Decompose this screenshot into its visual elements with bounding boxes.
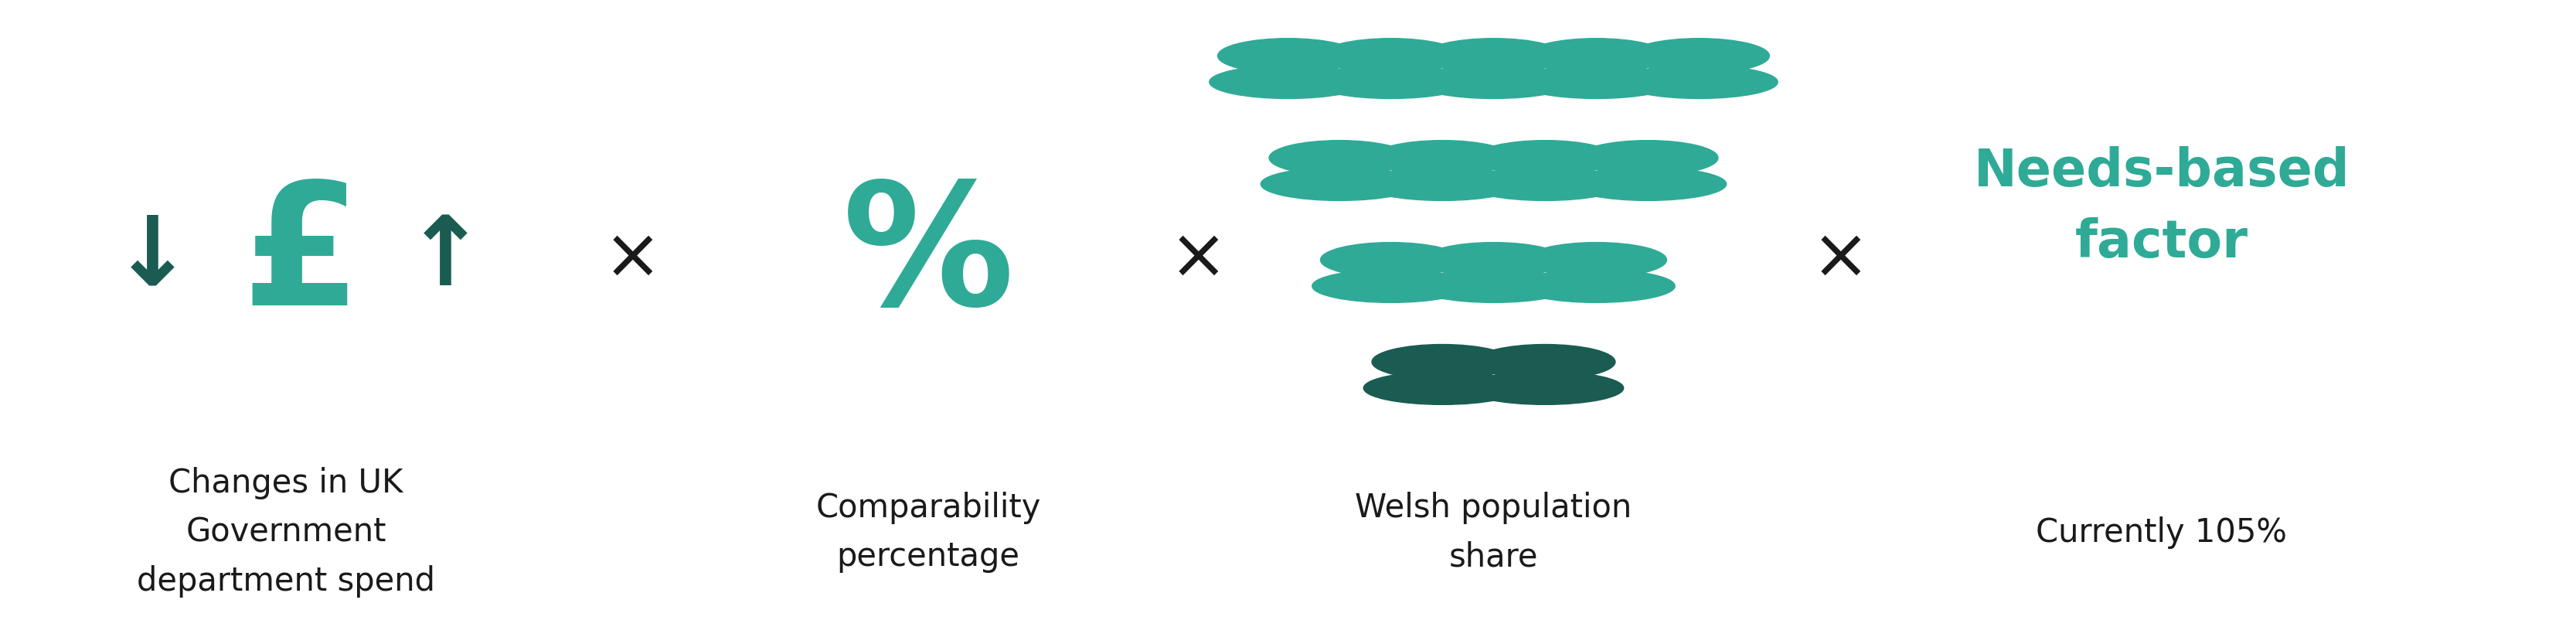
Circle shape <box>1321 242 1461 278</box>
Ellipse shape <box>1414 66 1571 99</box>
Text: Changes in UK
Government
department spend: Changes in UK Government department spen… <box>137 467 435 598</box>
Circle shape <box>1473 140 1615 175</box>
Ellipse shape <box>1260 167 1417 200</box>
Text: Comparability
percentage: Comparability percentage <box>817 491 1041 573</box>
Text: %: % <box>842 176 1015 341</box>
Circle shape <box>1473 345 1615 379</box>
Ellipse shape <box>1569 167 1726 200</box>
Text: ↑: ↑ <box>404 211 487 305</box>
Text: ×: × <box>1170 224 1226 292</box>
Text: ×: × <box>1811 224 1870 292</box>
Ellipse shape <box>1363 167 1520 200</box>
Ellipse shape <box>1363 372 1520 404</box>
Ellipse shape <box>1466 167 1623 200</box>
Circle shape <box>1270 140 1409 175</box>
Ellipse shape <box>1517 270 1674 303</box>
Ellipse shape <box>1311 66 1468 99</box>
Ellipse shape <box>1620 66 1777 99</box>
Ellipse shape <box>1311 270 1468 303</box>
Text: Needs-based
factor: Needs-based factor <box>1973 146 2349 269</box>
Text: ×: × <box>603 224 662 292</box>
Ellipse shape <box>1208 66 1368 99</box>
Circle shape <box>1525 39 1667 73</box>
Ellipse shape <box>1517 66 1674 99</box>
Text: ↓: ↓ <box>111 211 193 305</box>
Text: £: £ <box>242 176 361 341</box>
Circle shape <box>1321 39 1461 73</box>
Circle shape <box>1628 39 1770 73</box>
Circle shape <box>1218 39 1358 73</box>
Circle shape <box>1373 140 1512 175</box>
Text: Welsh population
share: Welsh population share <box>1355 491 1633 573</box>
Circle shape <box>1525 242 1667 278</box>
Circle shape <box>1425 39 1564 73</box>
Circle shape <box>1577 140 1718 175</box>
Text: Currently 105%: Currently 105% <box>2035 516 2287 549</box>
Circle shape <box>1425 242 1564 278</box>
Circle shape <box>1373 345 1512 379</box>
Ellipse shape <box>1414 270 1571 303</box>
Ellipse shape <box>1466 372 1623 404</box>
